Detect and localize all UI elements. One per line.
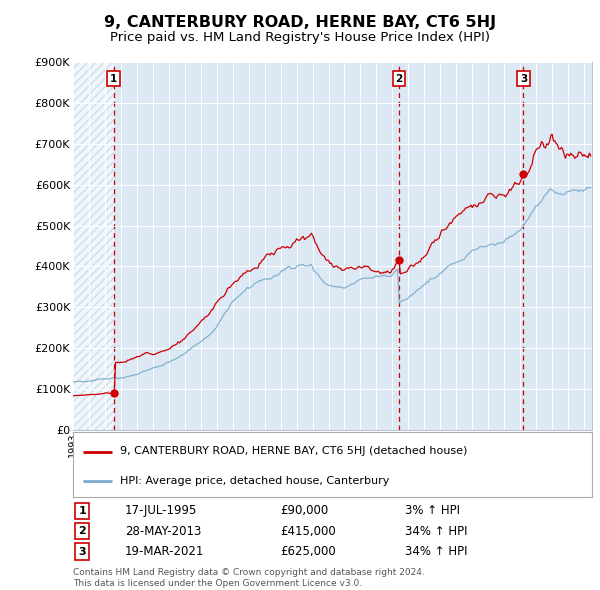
Text: 2: 2 — [395, 74, 403, 84]
Text: HPI: Average price, detached house, Canterbury: HPI: Average price, detached house, Cant… — [120, 476, 389, 486]
Text: 28-MAY-2013: 28-MAY-2013 — [125, 525, 201, 537]
Text: £415,000: £415,000 — [281, 525, 337, 537]
Text: £625,000: £625,000 — [281, 545, 337, 558]
Text: 19-MAR-2021: 19-MAR-2021 — [125, 545, 204, 558]
Text: 1: 1 — [110, 74, 118, 84]
Text: 34% ↑ HPI: 34% ↑ HPI — [405, 525, 467, 537]
Text: 17-JUL-1995: 17-JUL-1995 — [125, 504, 197, 517]
Text: 2: 2 — [79, 526, 86, 536]
Text: 1: 1 — [79, 506, 86, 516]
Text: 9, CANTERBURY ROAD, HERNE BAY, CT6 5HJ: 9, CANTERBURY ROAD, HERNE BAY, CT6 5HJ — [104, 15, 496, 30]
Text: 3% ↑ HPI: 3% ↑ HPI — [405, 504, 460, 517]
Text: 34% ↑ HPI: 34% ↑ HPI — [405, 545, 467, 558]
Text: Price paid vs. HM Land Registry's House Price Index (HPI): Price paid vs. HM Land Registry's House … — [110, 31, 490, 44]
Text: Contains HM Land Registry data © Crown copyright and database right 2024.: Contains HM Land Registry data © Crown c… — [73, 568, 425, 576]
Text: 3: 3 — [79, 546, 86, 556]
Text: 3: 3 — [520, 74, 527, 84]
Text: This data is licensed under the Open Government Licence v3.0.: This data is licensed under the Open Gov… — [73, 579, 362, 588]
Text: 9, CANTERBURY ROAD, HERNE BAY, CT6 5HJ (detached house): 9, CANTERBURY ROAD, HERNE BAY, CT6 5HJ (… — [120, 447, 467, 457]
Bar — [73, 62, 114, 430]
Text: £90,000: £90,000 — [281, 504, 329, 517]
